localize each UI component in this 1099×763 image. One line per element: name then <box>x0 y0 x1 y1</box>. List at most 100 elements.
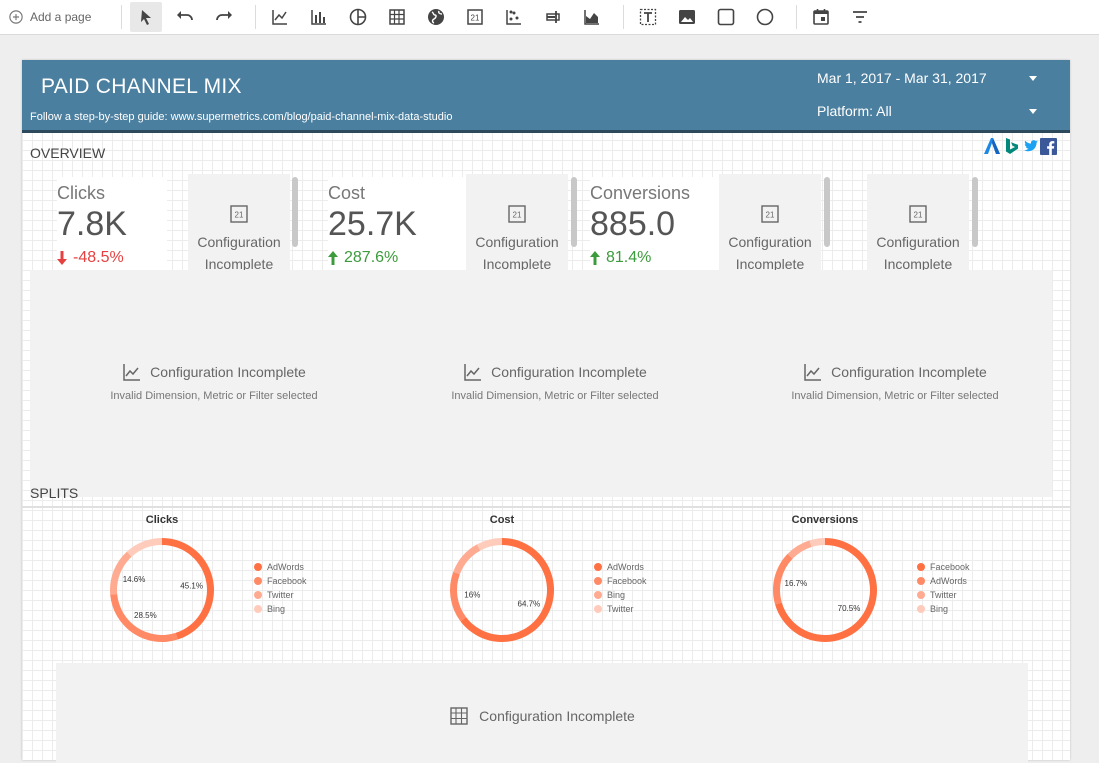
legend-item[interactable]: Facebook <box>254 574 307 588</box>
donut-data-label: 16.7% <box>785 579 808 588</box>
donut-slice[interactable] <box>476 538 502 551</box>
filter-tool[interactable] <box>844 2 876 32</box>
arrow-up-icon <box>328 251 338 265</box>
config-incomplete-scorecard[interactable]: 21 Configuration Incomplete <box>719 174 821 272</box>
legend-swatch <box>594 605 602 613</box>
date-range-value: Mar 1, 2017 - Mar 31, 2017 <box>817 70 987 86</box>
scorecard-cost[interactable]: Cost 25.7K 287.6% <box>328 177 468 272</box>
geo-map-tool[interactable] <box>420 2 452 32</box>
arrow-down-icon <box>57 251 67 265</box>
donut-chart-clicks[interactable]: 45.1% 28.5% 14.6% <box>102 530 222 650</box>
pie-chart-tool[interactable] <box>342 2 374 32</box>
legend-item[interactable]: Twitter <box>254 588 307 602</box>
config-incomplete-scorecard[interactable]: 21 Configuration Incomplete <box>867 174 969 272</box>
legend-item[interactable]: AdWords <box>594 560 647 574</box>
donut-slice[interactable] <box>773 553 793 605</box>
legend-swatch <box>594 563 602 571</box>
scorecard-icon: 21 <box>909 205 927 223</box>
area-chart-tool[interactable] <box>576 2 608 32</box>
add-page-button[interactable]: Add a page <box>9 10 113 24</box>
bullet-chart-tool[interactable] <box>537 2 569 32</box>
config-incomplete-subtitle: Invalid Dimension, Metric or Filter sele… <box>451 390 659 402</box>
scrollbar[interactable] <box>571 177 577 247</box>
donut-data-label: 14.6% <box>123 575 146 584</box>
donut-slice[interactable] <box>453 544 481 575</box>
scorecard-tool[interactable]: 21 <box>459 2 491 32</box>
scorecard-icon: 21 <box>761 205 779 223</box>
donut-title: Cost <box>489 514 515 526</box>
donut-slice[interactable] <box>450 571 467 622</box>
geo-map-icon <box>428 9 444 25</box>
delta-value: 81.4% <box>606 249 652 266</box>
legend-item[interactable]: Bing <box>594 588 647 602</box>
time-series-tool[interactable] <box>264 2 296 32</box>
platform-value: Platform: All <box>817 103 892 119</box>
svg-text:21: 21 <box>766 211 775 220</box>
config-incomplete-table[interactable]: Configuration Incomplete <box>56 663 1028 763</box>
legend-label: AdWords <box>267 562 304 572</box>
donut-slice[interactable] <box>110 593 178 642</box>
bar-chart-tool[interactable] <box>303 2 335 32</box>
donut-chart-conversions[interactable]: 70.5% 16.7% <box>765 530 885 650</box>
legend-item[interactable]: Twitter <box>594 602 647 616</box>
config-incomplete-scorecard[interactable]: 21 Configuration Incomplete <box>466 174 568 272</box>
donut-slice[interactable] <box>126 538 162 557</box>
legend-label: AdWords <box>930 576 967 586</box>
circle-icon <box>756 8 774 26</box>
config-incomplete-chart[interactable]: Configuration Incomplete Invalid Dimensi… <box>84 362 344 402</box>
legend-item[interactable]: AdWords <box>254 560 307 574</box>
legend-label: Facebook <box>930 562 970 572</box>
donut-slice[interactable] <box>110 551 132 595</box>
splits-label: SPLITS <box>30 485 79 501</box>
legend-label: Twitter <box>607 604 634 614</box>
scorecard-icon: 21 <box>508 205 526 223</box>
scorecard-clicks[interactable]: Clicks 7.8K -48.5% <box>57 177 167 272</box>
scrollbar[interactable] <box>824 177 830 247</box>
scrollbar[interactable] <box>972 177 978 247</box>
date-range-dropdown[interactable]: Mar 1, 2017 - Mar 31, 2017 <box>817 70 1047 86</box>
legend-item[interactable]: Twitter <box>917 588 970 602</box>
donut-slice[interactable] <box>162 538 215 640</box>
scorecard-label: Cost <box>328 183 366 203</box>
date-range-tool[interactable] <box>805 2 837 32</box>
legend-item[interactable]: Facebook <box>917 560 970 574</box>
legend-item[interactable]: Bing <box>917 602 970 616</box>
time-series-icon <box>272 10 287 25</box>
guide-link[interactable]: Follow a step-by-step guide: www.superme… <box>30 111 453 123</box>
toolbar: Add a page 21 <box>0 0 1099 35</box>
donut-legend: Facebook AdWords Twitter Bing <box>917 560 970 616</box>
legend-swatch <box>594 591 602 599</box>
text-tool[interactable] <box>632 2 664 32</box>
legend-item[interactable]: AdWords <box>917 574 970 588</box>
platform-dropdown[interactable]: Platform: All <box>817 103 1047 119</box>
table-icon <box>450 707 468 725</box>
circle-tool[interactable] <box>749 2 781 32</box>
legend-item[interactable]: Bing <box>254 602 307 616</box>
scorecard-delta: -48.5% <box>57 249 124 267</box>
legend-swatch <box>254 563 262 571</box>
scrollbar[interactable] <box>292 177 298 247</box>
select-tool[interactable] <box>130 2 162 32</box>
legend-label: Facebook <box>267 576 307 586</box>
legend-item[interactable]: Facebook <box>594 574 647 588</box>
scatter-chart-tool[interactable] <box>498 2 530 32</box>
config-incomplete-chart[interactable]: Configuration Incomplete Invalid Dimensi… <box>425 362 685 402</box>
scorecard-label: Clicks <box>57 183 105 203</box>
image-tool[interactable] <box>671 2 703 32</box>
donut-slice[interactable] <box>809 538 825 548</box>
config-incomplete-title: Configuration Incomplete <box>491 364 647 380</box>
redo-button[interactable] <box>208 2 240 32</box>
config-incomplete-chart[interactable]: Configuration Incomplete Invalid Dimensi… <box>765 362 1025 402</box>
table-tool[interactable] <box>381 2 413 32</box>
legend-swatch <box>917 605 925 613</box>
scorecard-label: Conversions <box>590 183 691 203</box>
dropdown-caret-icon <box>1029 109 1037 114</box>
redo-icon <box>216 11 232 21</box>
donut-slice[interactable] <box>787 540 812 559</box>
donut-chart-cost[interactable]: 64.7% 16% <box>442 530 562 650</box>
undo-button[interactable] <box>169 2 201 32</box>
config-incomplete-text: Configuration Incomplete <box>876 234 960 272</box>
scorecard-conversions[interactable]: Conversions 885.0 81.4% <box>590 177 720 272</box>
rectangle-tool[interactable] <box>710 2 742 32</box>
config-incomplete-scorecard[interactable]: 21 Configuration Incomplete <box>188 174 290 272</box>
